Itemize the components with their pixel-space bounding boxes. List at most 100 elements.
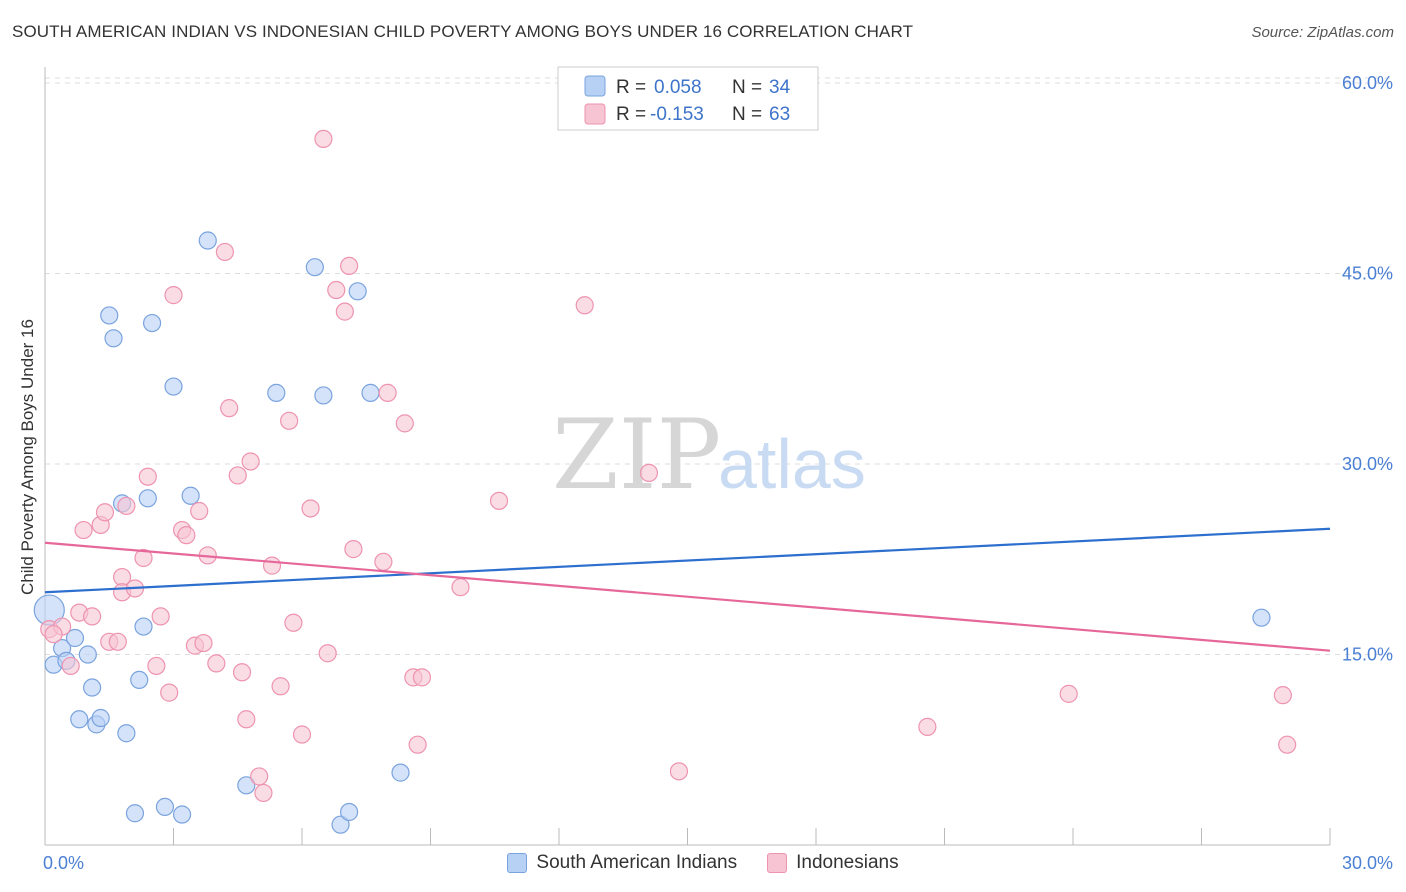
axes-layer: 15.0% 30.0% 45.0% 60.0% 0.0% 30.0% <box>43 67 1393 873</box>
point-south-american-indian <box>83 678 102 697</box>
point-south-american-indian <box>237 776 256 795</box>
point-indonesian <box>190 501 209 521</box>
point-south-american-indian <box>65 628 85 648</box>
point-indonesian <box>207 654 226 673</box>
point-south-american-indian <box>331 815 350 834</box>
point-indonesian <box>61 656 80 676</box>
watermark: ZIP atlas <box>552 399 866 511</box>
x-tick-label: 0.0% <box>43 853 84 873</box>
legend-n-label-1: N = <box>732 77 762 98</box>
point-indonesian <box>262 556 282 575</box>
point-south-american-indian <box>172 805 192 824</box>
point-south-american-indian <box>164 377 183 396</box>
legend-box: R = 0.058 N = 34 R = -0.153 N = 63 <box>557 66 819 131</box>
point-indonesian <box>318 644 337 663</box>
point-indonesian <box>412 668 432 687</box>
point-indonesian <box>232 663 252 682</box>
point-indonesian <box>292 725 312 744</box>
point-indonesian <box>340 256 359 276</box>
legend-r-label-1: R = <box>616 77 646 98</box>
point-indonesian <box>335 302 354 321</box>
point-indonesian <box>395 414 414 433</box>
point-south-american-indian <box>1252 608 1271 627</box>
point-south-american-indian <box>142 313 162 333</box>
watermark-atlas: atlas <box>718 425 866 503</box>
point-indonesian <box>344 540 363 559</box>
bottom-legend-label-pink: Indonesians <box>796 852 899 873</box>
bottom-legend-swatch-blue <box>507 853 528 873</box>
chart-title: SOUTH AMERICAN INDIAN VS INDONESIAN CHIL… <box>12 22 914 41</box>
point-south-american-indian <box>391 763 410 782</box>
point-indonesian <box>250 767 269 786</box>
bottom-legend-swatch-pink <box>767 853 788 873</box>
point-south-american-indian <box>361 383 380 402</box>
point-indonesian <box>1273 686 1292 705</box>
point-indonesian <box>147 656 166 676</box>
point-indonesian <box>669 762 689 781</box>
point-south-american-indian <box>314 386 333 405</box>
legend-swatch-blue <box>584 75 606 97</box>
point-south-american-indian <box>198 231 217 250</box>
point-south-american-indian <box>181 486 200 505</box>
legend-r-value-2: -0.153 <box>650 104 704 125</box>
trend-line-pink <box>44 541 1331 652</box>
point-south-american-indian <box>340 802 359 822</box>
point-south-american-indian <box>117 724 136 743</box>
point-indonesian <box>408 735 427 754</box>
point-south-american-indian <box>91 708 110 728</box>
point-indonesian <box>74 520 93 540</box>
grid-layer <box>45 77 1392 656</box>
x-tick-label: 30.0% <box>1342 853 1393 873</box>
point-indonesian <box>271 677 290 696</box>
point-indonesian <box>108 632 127 651</box>
y-tick-label: 30.0% <box>1342 454 1393 474</box>
point-indonesian <box>451 578 470 597</box>
point-indonesian <box>241 452 260 471</box>
point-south-american-indian <box>348 282 367 301</box>
trend-line-blue <box>44 527 1331 594</box>
legend-r-label-2: R = <box>616 104 646 125</box>
point-indonesian <box>374 552 393 571</box>
point-south-american-indian <box>305 258 324 277</box>
legend-n-label-2: N = <box>732 104 762 125</box>
legend-n-value-1: 34 <box>769 77 791 98</box>
point-indonesian <box>1278 735 1297 754</box>
source-label: Source: ZipAtlas.com <box>1251 24 1394 41</box>
point-indonesian <box>918 717 937 736</box>
y-tick-label: 45.0% <box>1342 264 1393 284</box>
point-indonesian <box>254 783 273 803</box>
point-south-american-indian <box>104 329 123 348</box>
point-indonesian <box>639 463 659 483</box>
point-south-american-indian <box>100 306 119 325</box>
y-tick-label: 60.0% <box>1342 73 1393 93</box>
point-south-american-indian <box>78 645 97 664</box>
point-indonesian <box>228 466 247 485</box>
point-south-american-indian <box>125 804 145 823</box>
point-south-american-indian <box>155 797 175 817</box>
bottom-legend-item-pink: Indonesians <box>767 852 899 874</box>
point-indonesian <box>314 129 333 149</box>
legend-r-value-1: 0.058 <box>654 77 702 98</box>
point-indonesian <box>215 242 234 262</box>
legend-n-value-2: 63 <box>769 104 790 125</box>
point-south-american-indian <box>267 383 286 402</box>
point-indonesian <box>177 526 196 545</box>
point-south-american-indian <box>130 670 149 690</box>
point-indonesian <box>237 710 256 729</box>
point-indonesian <box>117 496 136 516</box>
y-axis-label: Child Poverty Among Boys Under 16 <box>18 319 37 595</box>
point-indonesian <box>301 499 320 518</box>
bottom-legend-label-blue: South American Indians <box>536 852 738 873</box>
point-indonesian <box>327 280 346 300</box>
point-indonesian <box>280 411 299 430</box>
bottom-legend: South American Indians Indonesians <box>0 852 1406 874</box>
points-layer <box>33 129 1297 834</box>
point-south-american-indian <box>134 617 153 636</box>
point-indonesian <box>194 633 213 653</box>
point-indonesian <box>1059 684 1078 703</box>
point-indonesian <box>134 548 153 568</box>
point-indonesian <box>164 286 183 305</box>
point-indonesian <box>220 399 239 418</box>
point-indonesian <box>284 613 303 632</box>
